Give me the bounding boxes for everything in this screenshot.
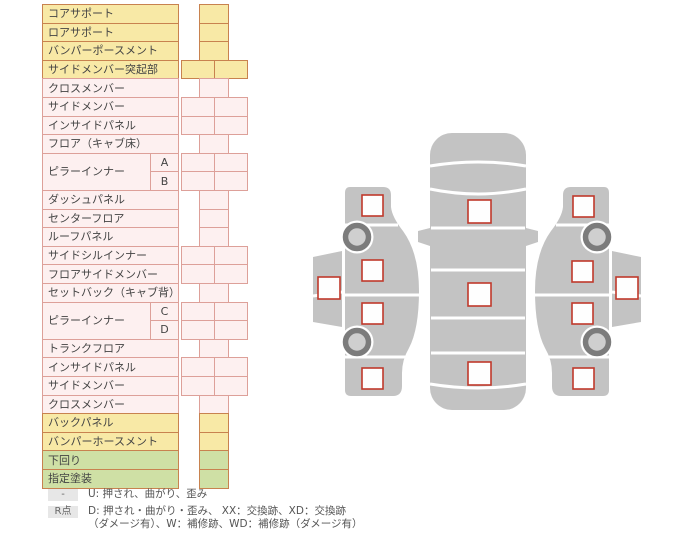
- marker-right-front-door[interactable]: [571, 260, 594, 283]
- damage-entry-cell[interactable]: [181, 264, 215, 284]
- checkpoint-markers: [317, 194, 639, 390]
- part-row-label: インサイドパネル: [42, 357, 179, 377]
- marker-right-rear-fender[interactable]: [572, 367, 595, 390]
- part-row-label: バンパーポースメント: [42, 41, 179, 61]
- damage-entry-cell[interactable]: [199, 450, 229, 470]
- legend-badge-rten: R点: [48, 505, 78, 518]
- damage-entry-cell[interactable]: [199, 394, 229, 415]
- damage-entry-cell[interactable]: [199, 208, 229, 229]
- legend-text-d-line1: D: 押され・曲がり・歪み、 XX：交換跡、XD：交換跡: [88, 504, 346, 517]
- part-row-label: フロアサイドメンバー: [42, 264, 179, 284]
- damage-entry-cell[interactable]: [214, 245, 248, 266]
- car-top-view: [418, 133, 538, 410]
- part-row-label: クロスメンバー: [42, 394, 179, 415]
- part-row-label: ピラーインナー: [42, 152, 151, 191]
- damage-entry-cell[interactable]: [214, 97, 248, 117]
- part-row-label: コアサポート: [42, 4, 179, 24]
- damage-entry-cell[interactable]: [181, 171, 215, 191]
- damage-entry-cell[interactable]: [199, 227, 229, 247]
- part-row-label: セットバック（キャブ背）: [42, 283, 179, 303]
- part-row-label: クロスメンバー: [42, 78, 179, 98]
- damage-entry-cell[interactable]: [214, 264, 248, 284]
- damage-entry-cell[interactable]: [199, 78, 229, 98]
- part-row-label: ルーフパネル: [42, 227, 179, 247]
- damage-entry-cell[interactable]: [214, 171, 248, 191]
- damage-entry-cell[interactable]: [199, 134, 229, 154]
- damage-entry-cell[interactable]: [214, 320, 248, 340]
- marker-right-roof-side[interactable]: [615, 276, 639, 300]
- damage-entry-cell[interactable]: [199, 469, 229, 489]
- damage-entry-cell[interactable]: [199, 41, 229, 61]
- damage-entry-cell[interactable]: [199, 283, 229, 303]
- damage-entry-cell[interactable]: [181, 320, 215, 340]
- part-row-label: サイドシルインナー: [42, 245, 179, 266]
- marker-top-hood[interactable]: [467, 199, 492, 224]
- damage-entry-cell[interactable]: [214, 301, 248, 322]
- marker-right-rear-door[interactable]: [571, 302, 594, 325]
- damage-entry-cell[interactable]: [214, 115, 248, 136]
- legend-text-u: U: 押され、曲がり、歪み: [88, 488, 208, 500]
- damage-code-legend: - U: 押され、曲がり、歪み R点 D: 押され・曲がり・歪み、 XX：交換跡…: [48, 488, 363, 532]
- part-row-label: ロアサポート: [42, 22, 179, 43]
- marker-right-front-fender[interactable]: [572, 195, 595, 218]
- damage-entry-cell[interactable]: [199, 431, 229, 452]
- left-front-wheel: [342, 222, 372, 252]
- part-row-label: ピラーインナー: [42, 301, 151, 340]
- damage-entry-cell[interactable]: [199, 338, 229, 359]
- damage-entry-cell[interactable]: [181, 245, 215, 266]
- damage-entry-cell[interactable]: [214, 376, 248, 396]
- damage-entry-cell[interactable]: [181, 152, 215, 173]
- part-row-label: センターフロア: [42, 208, 179, 229]
- car-damage-diagram: [312, 133, 642, 410]
- damage-entry-cell[interactable]: [199, 4, 229, 24]
- damage-entry-cell[interactable]: [214, 152, 248, 173]
- pillar-sub-label: C: [150, 301, 179, 322]
- damage-entry-cell[interactable]: [181, 357, 215, 377]
- pillar-sub-label: B: [150, 171, 179, 191]
- marker-top-trunk[interactable]: [467, 361, 492, 386]
- part-row-label: サイドメンバー突起部: [42, 59, 179, 80]
- part-row-label: インサイドパネル: [42, 115, 179, 136]
- pillar-sub-label: D: [150, 320, 179, 340]
- legend-text-d-line2: （ダメージ有）、W：補修跡、WD：補修跡（ダメージ有）: [88, 518, 363, 531]
- car-right-side-view: [535, 187, 642, 396]
- marker-left-rear-fender[interactable]: [361, 367, 384, 390]
- pillar-sub-label: A: [150, 152, 179, 173]
- damage-entry-cell[interactable]: [181, 376, 215, 396]
- damage-entry-cell[interactable]: [181, 301, 215, 322]
- marker-left-roof-side[interactable]: [317, 276, 341, 300]
- marker-top-roof[interactable]: [467, 282, 492, 307]
- part-row-label: サイドメンバー: [42, 97, 179, 117]
- part-row-label: ダッシュパネル: [42, 190, 179, 210]
- part-row-label: 指定塗装: [42, 469, 179, 489]
- damage-entry-cell[interactable]: [181, 115, 215, 136]
- damage-entry-cell[interactable]: [214, 59, 248, 80]
- damage-entry-cell[interactable]: [214, 357, 248, 377]
- damage-entry-cell[interactable]: [181, 97, 215, 117]
- right-rear-wheel: [582, 327, 612, 357]
- marker-left-front-door[interactable]: [361, 259, 384, 282]
- part-row-label: サイドメンバー: [42, 376, 179, 396]
- right-mirror-shape: [526, 228, 538, 246]
- part-row-label: バックパネル: [42, 413, 179, 433]
- damage-entry-cell[interactable]: [199, 190, 229, 210]
- right-front-wheel: [582, 222, 612, 252]
- legend-badge-dash: -: [48, 489, 78, 501]
- marker-left-front-fender[interactable]: [361, 194, 384, 217]
- part-row-label: トランクフロア: [42, 338, 179, 359]
- marker-left-rear-door[interactable]: [361, 302, 384, 325]
- legend-text-d: D: 押され・曲がり・歪み、 XX：交換跡、XD：交換跡 （ダメージ有）、W：補…: [88, 505, 363, 532]
- part-row-label: バンパーホースメント: [42, 431, 179, 452]
- left-rear-wheel: [342, 327, 372, 357]
- damage-entry-cell[interactable]: [199, 413, 229, 433]
- part-row-label: フロア（キャブ床）: [42, 134, 179, 154]
- damage-entry-cell[interactable]: [181, 59, 215, 80]
- left-mirror-shape: [418, 228, 430, 246]
- damage-entry-cell[interactable]: [199, 22, 229, 43]
- part-row-label: 下回り: [42, 450, 179, 470]
